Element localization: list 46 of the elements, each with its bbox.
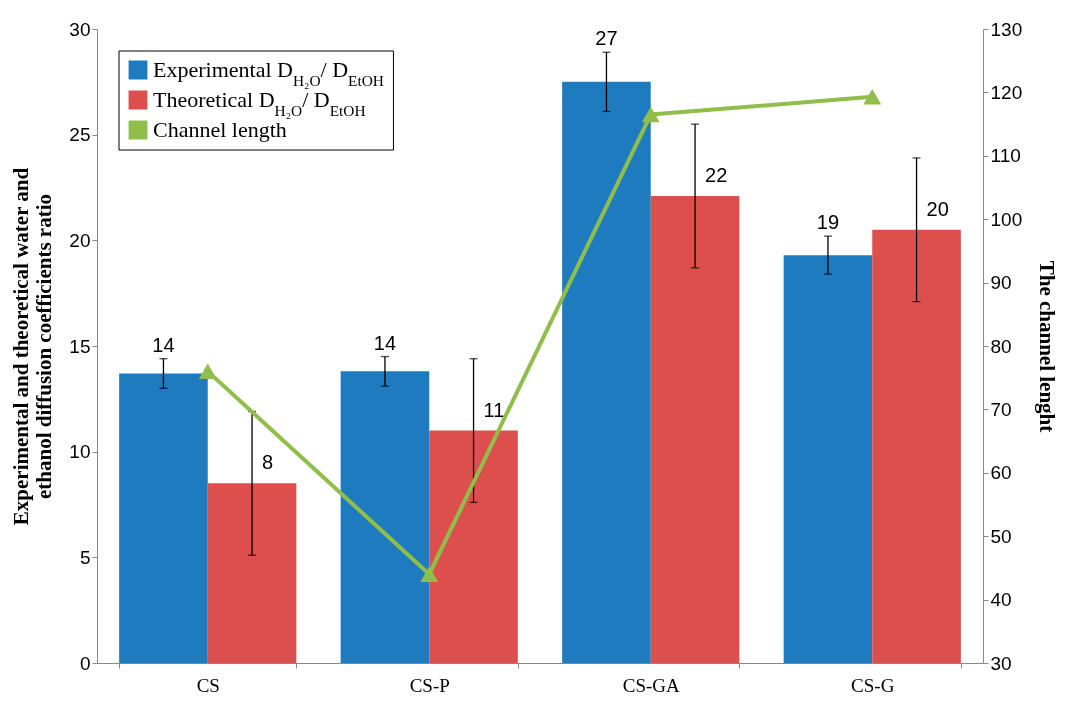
x-tick-label: CS-P [409, 674, 450, 696]
y-tick-label: 10 [69, 441, 91, 463]
y-tick-label: 5 [79, 546, 91, 568]
point [863, 89, 882, 105]
x-tick-label: CS [196, 674, 220, 696]
y2-tick-label: 90 [990, 272, 1012, 294]
point [420, 566, 439, 582]
y2-tick-label: 70 [990, 398, 1012, 420]
legend-label: Channel length [153, 117, 287, 142]
data-label: 20 [926, 197, 949, 220]
legend-label: Experimental D$_{H₂O}$/ D$_{EtOH}$ [153, 57, 384, 89]
bar [562, 81, 651, 663]
bar [650, 195, 740, 663]
x-tick-label: CS-G [851, 674, 895, 696]
data-label: 14 [152, 333, 175, 356]
x-tick-label: CS-GA [622, 674, 681, 696]
y2-tick-label: 100 [990, 208, 1023, 230]
y-tick-label: 15 [69, 335, 91, 357]
bar [872, 229, 961, 663]
y-tick-label: 25 [69, 124, 91, 146]
y-axis-title: Experimental and theoretical water and ethanol diffusion coefficients ratio [9, 167, 57, 526]
bar [207, 483, 297, 663]
y2-tick-label: 30 [990, 652, 1012, 674]
point [198, 363, 217, 380]
y-tick-label: 0 [79, 652, 91, 674]
data-label: 11 [483, 398, 505, 421]
y2-tick-label: 50 [990, 525, 1012, 547]
y2-axis-title: The channel lenght [1035, 260, 1060, 433]
data-label: 8 [262, 451, 274, 474]
y2-tick-label: 110 [990, 145, 1021, 167]
point [641, 106, 660, 123]
bar [429, 430, 518, 663]
y2-tick-label: 130 [990, 18, 1023, 40]
data-label: 22 [705, 163, 728, 186]
y2-tick-label: 40 [990, 589, 1012, 611]
bar [783, 255, 873, 663]
bar [340, 371, 430, 663]
y-tick-label: 20 [69, 229, 91, 251]
data-label: 27 [595, 27, 618, 50]
y-tick-label: 30 [69, 18, 91, 40]
data-label: 14 [373, 331, 397, 354]
y2-tick-label: 120 [990, 81, 1023, 103]
y2-tick-label: 80 [990, 335, 1012, 357]
y2-tick-label: 60 [990, 462, 1012, 484]
bar [119, 373, 208, 663]
data-label: 19 [816, 211, 840, 234]
